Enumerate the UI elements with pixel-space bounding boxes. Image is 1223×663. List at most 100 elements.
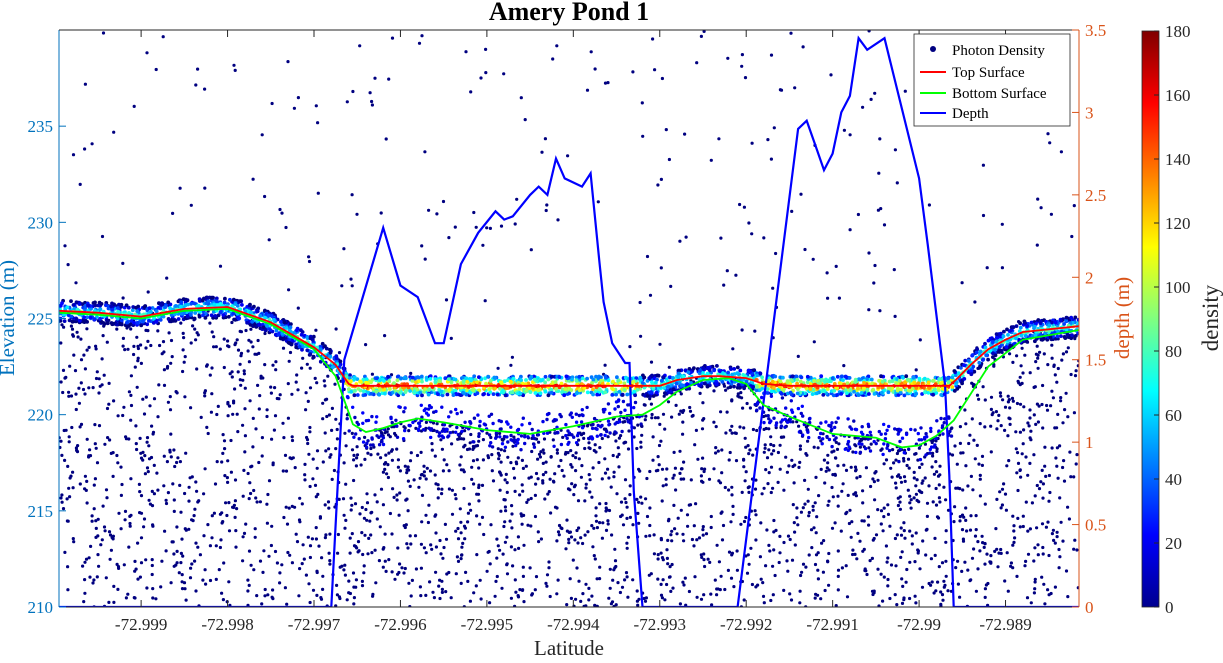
photon-point bbox=[811, 257, 815, 261]
photon-point bbox=[582, 436, 586, 440]
photon-point bbox=[498, 548, 502, 552]
photon-point bbox=[812, 526, 816, 530]
photon-point bbox=[611, 453, 615, 458]
photon-point bbox=[97, 377, 101, 381]
photon-point bbox=[1076, 586, 1079, 590]
photon-point bbox=[281, 469, 285, 473]
photon-point bbox=[108, 438, 112, 442]
photon-point bbox=[877, 429, 881, 434]
photon-point bbox=[771, 593, 775, 597]
photon-point bbox=[555, 44, 559, 48]
photon-point bbox=[460, 545, 464, 549]
photon-point bbox=[777, 560, 781, 565]
photon-point bbox=[287, 506, 291, 510]
photon-point bbox=[785, 559, 789, 563]
photon-point bbox=[279, 320, 283, 324]
photon-point bbox=[302, 557, 306, 561]
photon-point bbox=[996, 419, 1000, 423]
photon-point bbox=[348, 373, 352, 378]
photon-point bbox=[673, 527, 677, 531]
photon-point bbox=[790, 458, 794, 462]
photon-point bbox=[702, 30, 706, 33]
photon-point bbox=[920, 490, 924, 495]
photon-point bbox=[149, 343, 153, 348]
photon-point bbox=[572, 435, 576, 439]
photon-point bbox=[1075, 548, 1079, 552]
photon-point bbox=[334, 447, 338, 451]
photon-point bbox=[587, 586, 591, 591]
photon-point bbox=[902, 529, 906, 533]
photon-point bbox=[577, 438, 581, 442]
photon-point bbox=[208, 544, 212, 548]
photon-point bbox=[152, 463, 156, 467]
photon-point bbox=[895, 603, 899, 607]
photon-point bbox=[455, 425, 459, 430]
photon-point bbox=[1008, 422, 1012, 426]
photon-point bbox=[214, 577, 218, 582]
photon-point bbox=[505, 490, 509, 494]
photon-point bbox=[286, 382, 290, 386]
photon-point bbox=[1050, 389, 1054, 393]
photon-point bbox=[878, 309, 882, 313]
photon-point bbox=[469, 421, 473, 425]
photon-point bbox=[663, 427, 667, 431]
photon-point bbox=[765, 456, 770, 460]
photon-point bbox=[308, 555, 312, 560]
photon-point bbox=[541, 419, 545, 424]
photon-point bbox=[613, 407, 617, 411]
photon-point bbox=[569, 535, 574, 539]
photon-point bbox=[393, 577, 397, 581]
photon-point bbox=[491, 421, 495, 426]
photon-point bbox=[501, 552, 505, 556]
photon-point bbox=[515, 440, 519, 445]
photon-point bbox=[881, 599, 885, 603]
photon-point bbox=[600, 477, 604, 481]
photon-point bbox=[404, 523, 408, 527]
photon-point bbox=[867, 446, 871, 450]
photon-point bbox=[516, 456, 520, 460]
photon-point bbox=[616, 404, 620, 409]
photon-point bbox=[561, 435, 565, 439]
photon-point bbox=[827, 468, 831, 472]
photon-point bbox=[970, 353, 975, 357]
photon-point bbox=[585, 390, 590, 395]
photon-point bbox=[528, 566, 532, 570]
photon-point bbox=[718, 481, 723, 485]
photon-point bbox=[129, 418, 133, 422]
photon-point bbox=[735, 568, 740, 572]
photon-point bbox=[1011, 360, 1015, 364]
photon-point bbox=[587, 441, 591, 445]
photon-point bbox=[60, 323, 64, 327]
photon-point bbox=[489, 523, 493, 527]
photon-point bbox=[924, 453, 928, 457]
photon-point bbox=[105, 340, 109, 344]
photon-point bbox=[119, 527, 123, 531]
photon-point bbox=[318, 515, 322, 519]
photon-point bbox=[836, 588, 840, 592]
photon-point bbox=[1018, 525, 1022, 529]
photon-point bbox=[622, 381, 627, 386]
photon-point bbox=[379, 434, 383, 438]
photon-point bbox=[545, 203, 549, 207]
photon-point bbox=[456, 537, 461, 541]
photon-point bbox=[572, 493, 576, 497]
photon-point bbox=[546, 393, 551, 398]
photon-point bbox=[196, 333, 200, 337]
photon-point bbox=[1075, 453, 1079, 457]
photon-point bbox=[334, 604, 338, 607]
photon-point bbox=[325, 414, 329, 419]
photon-point bbox=[948, 429, 952, 434]
photon-point bbox=[801, 506, 805, 510]
photon-point bbox=[688, 405, 692, 410]
photon-point bbox=[933, 553, 937, 558]
photon-point bbox=[701, 401, 705, 405]
photon-point bbox=[138, 575, 142, 579]
photon-point bbox=[179, 321, 183, 325]
photon-point bbox=[960, 528, 965, 532]
photon-point bbox=[498, 435, 502, 439]
photon-point bbox=[391, 487, 395, 491]
photon-point bbox=[352, 544, 357, 548]
photon-point bbox=[71, 470, 75, 474]
photon-point bbox=[834, 420, 838, 424]
photon-point bbox=[584, 582, 588, 586]
